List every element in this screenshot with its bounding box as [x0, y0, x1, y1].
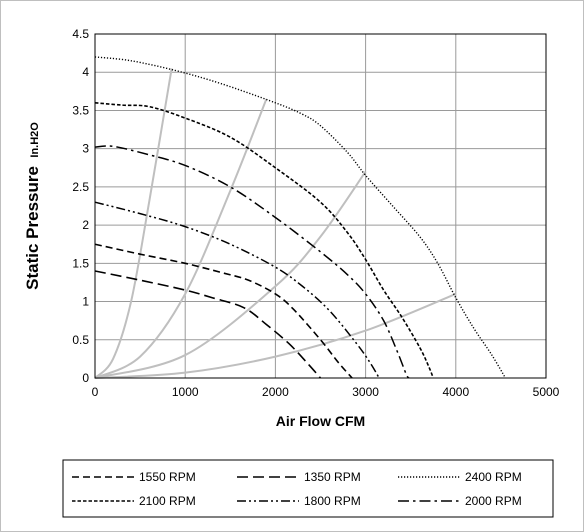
- plot-area-border: [94, 33, 547, 379]
- x-tick-label: 1000: [172, 385, 199, 399]
- x-tick-label: 5000: [533, 385, 560, 399]
- series-line-2000-rpm: [94, 145, 410, 379]
- legend-label-2100-rpm: 2100 RPM: [139, 494, 196, 508]
- y-tick-label: 2.5: [72, 180, 89, 194]
- y-tick-label: 2: [82, 218, 89, 232]
- legend-label-1800-rpm: 1800 RPM: [304, 494, 361, 508]
- legend-label-2000-rpm: 2000 RPM: [465, 494, 522, 508]
- legend: 1550 RPM 1350 RPM 2400 RPM 2100 RPM 1800 RPM…: [62, 459, 554, 518]
- y-tick-label: 0: [82, 371, 89, 385]
- x-tick-label: 2000: [262, 385, 289, 399]
- series-line-1350-rpm: [94, 270, 322, 379]
- x-tick-label: 4000: [442, 385, 469, 399]
- x-axis-title: Air Flow CFM: [276, 413, 365, 429]
- y-tick-label: 1.5: [72, 256, 89, 270]
- legend-box: [62, 459, 554, 518]
- system-curve-1: [94, 68, 173, 379]
- x-tick-label: 0: [92, 385, 99, 399]
- y-axis-title-unit: In.H2O: [29, 122, 41, 158]
- legend-label-1550-rpm: 1550 RPM: [139, 470, 196, 484]
- legend-label-1350-rpm: 1350 RPM: [304, 470, 361, 484]
- y-tick-label: 1: [82, 295, 89, 309]
- system-curve-3: [94, 171, 367, 379]
- system-curve-2: [94, 98, 268, 379]
- y-axis-title-main: Static Pressure: [23, 166, 42, 290]
- y-tick-label: 3: [82, 142, 89, 156]
- series-lines: [94, 56, 507, 379]
- y-tick-label: 0.5: [72, 333, 89, 347]
- y-tick-label: 4.5: [72, 27, 89, 41]
- series-line-2100-rpm: [94, 102, 434, 379]
- y-tick-label: 3.5: [72, 103, 89, 117]
- series-line-1550-rpm: [94, 243, 353, 379]
- y-tick-label: 4: [82, 65, 89, 79]
- grid: [95, 33, 546, 378]
- legend-label-2400-rpm: 2400 RPM: [465, 470, 522, 484]
- system-curve-4: [94, 292, 457, 379]
- series-line-1800-rpm: [94, 201, 380, 379]
- series-line-2400-rpm: [94, 56, 507, 379]
- system-curves: [94, 68, 457, 379]
- y-axis-title: Static Pressure In.H2O: [23, 122, 42, 290]
- tick-labels: 0 0.5 1 1.5 2 2.5 3 3.5 4 4.5 0 1000 2000 3000 4000 500…: [72, 27, 559, 399]
- x-tick-label: 3000: [352, 385, 379, 399]
